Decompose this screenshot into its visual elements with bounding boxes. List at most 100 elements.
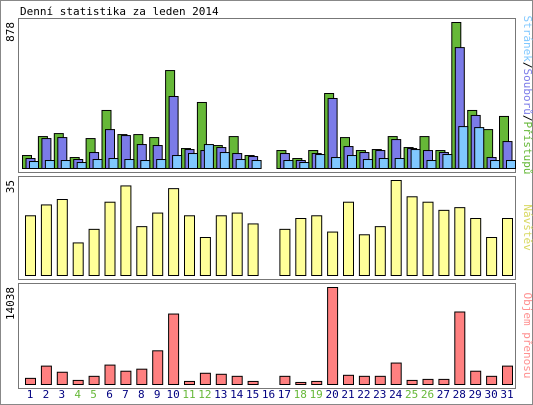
x-tick-label: 17 [278,388,291,401]
bar [104,364,116,385]
x-tick-label: 9 [154,388,161,401]
bar [44,160,55,169]
x-tick-label: 19 [310,388,323,401]
bar [458,126,469,169]
x-tick-label: 5 [90,388,97,401]
bar [108,158,119,170]
bar [251,160,262,169]
bar [438,209,450,277]
x-tick-label: 31 [500,388,513,401]
legend-entry: Souborů [521,69,533,115]
bar [299,162,310,170]
bar [327,287,339,385]
x-tick-label: 15 [246,388,259,401]
bar [378,158,389,170]
bar [92,159,103,170]
bar [56,371,68,386]
bar [390,362,402,385]
bar [219,152,230,170]
bar [40,204,52,276]
bar [502,365,513,386]
bar [120,370,132,386]
bar [152,350,164,386]
bar [156,159,167,170]
bar [168,313,180,385]
y-tick-label: 35 [4,180,17,193]
x-tick-label: 3 [58,388,65,401]
legend-entry: Přístupů [521,121,533,174]
bar [343,374,354,385]
bar [474,127,485,169]
y-tick-label: 14038 [4,287,17,320]
x-tick-label: 24 [389,388,403,401]
x-tick-label: 6 [106,388,113,401]
x-tick-label: 22 [357,388,370,401]
bar [184,380,195,386]
bar [235,159,246,170]
chart-title: Denní statistika za leden 2014 [20,5,219,18]
bar [152,212,164,276]
legend-separator: / [521,115,533,122]
x-tick-label: 7 [122,388,129,401]
x-tick-label: 2 [43,388,50,401]
bar [279,375,291,386]
bar [426,160,437,169]
bar [231,212,243,276]
y-tick-label: 878 [4,22,17,42]
x-tick-label: 28 [453,388,466,401]
bar [104,201,116,276]
legend-entry: Návštěv [521,204,533,251]
x-tick-label: 26 [421,388,434,401]
bar [136,226,148,276]
bar [486,237,498,276]
bar [120,185,132,276]
legend: Návštěv [521,204,533,251]
bar [295,381,307,385]
bar [454,207,466,276]
bar [231,375,243,386]
x-tick-label: 23 [373,388,386,401]
bar [315,154,326,169]
bar [88,375,100,386]
bar [60,160,71,169]
bar [311,215,323,277]
bar [347,155,357,170]
bar [199,237,211,276]
bar [168,188,180,276]
bar [247,380,259,386]
bar [390,180,402,276]
bar [215,215,227,277]
bar [72,379,84,385]
bar [140,160,151,169]
bar [394,158,405,170]
x-tick-label: 13 [214,388,227,401]
bar [374,226,386,276]
x-tick-label: 10 [166,388,179,401]
bar [454,311,466,385]
bar [72,242,84,277]
x-tick-label: 14 [230,388,244,401]
bar [327,231,339,276]
bar [422,201,434,276]
bar [124,159,135,170]
bar [410,149,421,169]
bar [442,154,453,169]
bar [88,228,100,277]
panel [18,176,516,280]
x-tick-label: 1 [27,388,34,401]
x-tick-label: 27 [437,388,450,401]
x-tick-label: 30 [484,388,497,401]
bar [358,375,370,386]
x-tick-label: 21 [341,388,354,401]
legend-separator: / [521,62,533,69]
bar [362,159,373,170]
bar [470,218,482,276]
x-tick-label: 20 [325,388,338,401]
bar [331,157,342,169]
bar [40,365,52,386]
legend: Objem přenosu [521,292,533,378]
x-tick-label: 4 [74,388,81,401]
x-tick-label: 11 [182,388,195,401]
legend-entry: Objem přenosu [521,292,533,378]
